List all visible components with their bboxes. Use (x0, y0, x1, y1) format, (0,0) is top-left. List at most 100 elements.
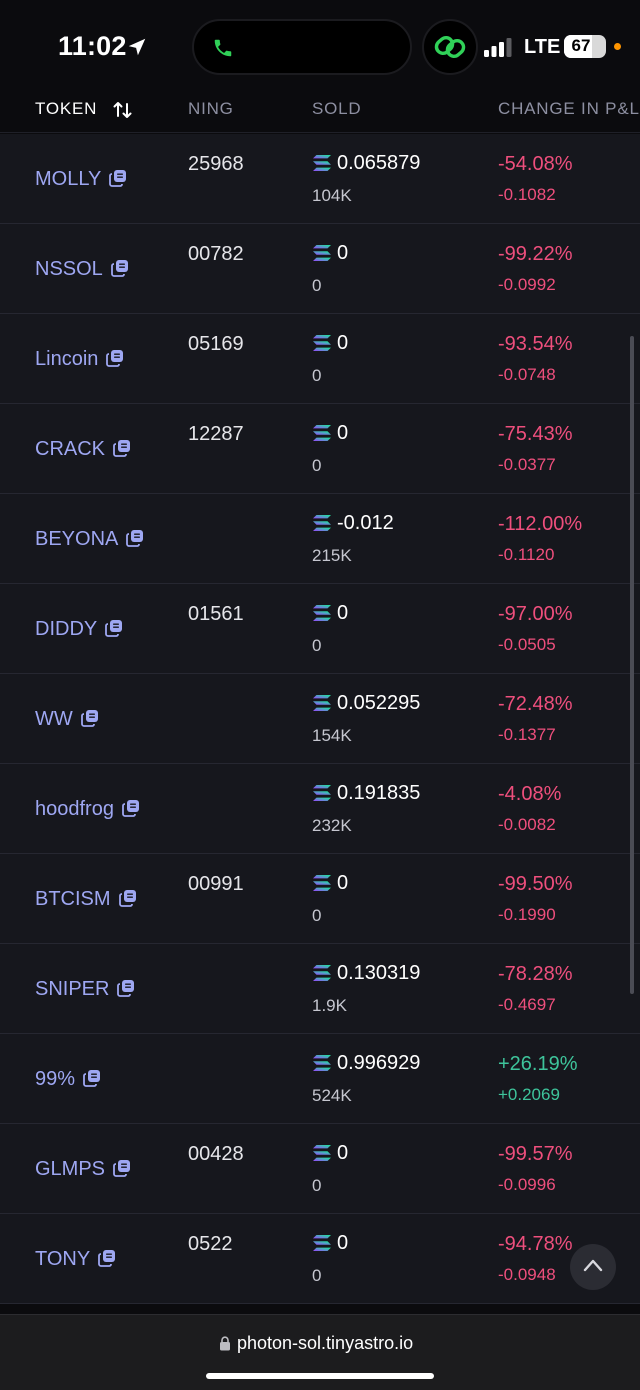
solana-icon (313, 1055, 331, 1071)
table-row[interactable]: BEYONA -0.012 215K -112.00% -0.1120 (0, 494, 640, 584)
solana-icon (313, 1145, 331, 1161)
sold-amount: 0 (337, 332, 349, 354)
token-symbol[interactable]: WW (35, 708, 73, 730)
table-row[interactable]: Lincoin 05169 0 0 -93.54% -0.0748 (0, 314, 640, 404)
pnl-value: -0.4697 (498, 995, 556, 1014)
token-symbol[interactable]: hoodfrog (35, 798, 114, 820)
pnl-value: -0.0996 (498, 1175, 556, 1194)
sold-amount: -0.012 (337, 512, 394, 534)
header-token[interactable]: TOKEN (35, 99, 98, 118)
sold-token-amount: 524K (312, 1086, 352, 1105)
table-row[interactable]: GLMPS 00428 0 0 -99.57% -0.0996 (0, 1124, 640, 1214)
table-row[interactable]: DIDDY 01561 0 0 -97.00% -0.0505 (0, 584, 640, 674)
solana-icon (313, 695, 331, 711)
sold-token-amount: 0 (312, 1176, 322, 1195)
table-row[interactable]: WW 0.052295 154K -72.48% -0.1377 (0, 674, 640, 764)
token-name-link[interactable]: Lincoin (35, 348, 124, 371)
token-symbol[interactable]: Lincoin (35, 348, 99, 370)
pnl-percent: -99.22% (498, 243, 573, 265)
pnl-value: -0.1120 (498, 545, 555, 564)
copy-icon[interactable] (106, 349, 124, 367)
remaining-amount: 12287 (188, 423, 244, 445)
sold-amount: 0.052295 (337, 692, 421, 714)
copy-icon[interactable] (126, 529, 144, 547)
token-symbol[interactable]: 99% (35, 1068, 76, 1090)
solana-icon (313, 245, 331, 261)
sold-amount: 0 (337, 1232, 349, 1254)
token-symbol[interactable]: BEYONA (35, 528, 119, 550)
sold-amount: 0 (337, 1142, 349, 1164)
copy-icon[interactable] (109, 169, 127, 187)
table-row[interactable]: BTCISM 00991 0 0 -99.50% -0.1990 (0, 854, 640, 944)
pnl-percent: -78.28% (498, 963, 573, 985)
token-symbol[interactable]: CRACK (35, 438, 106, 460)
battery-fill (564, 35, 593, 58)
table-row[interactable]: hoodfrog 0.191835 232K -4.08% -0.0082 (0, 764, 640, 854)
sold-amount: 0.130319 (337, 962, 421, 984)
copy-icon[interactable] (98, 1249, 116, 1267)
pnl-percent: -97.00% (498, 603, 573, 625)
header-sold[interactable]: SOLD (312, 99, 362, 118)
pnl-value: -0.1990 (498, 905, 556, 924)
dynamic-island[interactable] (192, 19, 412, 75)
token-name-link[interactable]: SNIPER (35, 978, 135, 1001)
copy-icon[interactable] (80, 709, 99, 727)
table-row[interactable]: 99% 0.996929 524K +26.19% +0.2069 (0, 1034, 640, 1124)
header-remaining[interactable]: NING (188, 99, 234, 118)
table-row[interactable]: MOLLY 25968 0.065879 104K -54.08% -0.1082 (0, 134, 640, 224)
token-symbol[interactable]: GLMPS (35, 1158, 106, 1180)
token-name-link[interactable]: GLMPS (35, 1158, 131, 1181)
pnl-value: -0.0505 (498, 635, 556, 654)
token-name-link[interactable]: hoodfrog (35, 798, 140, 821)
token-name-link[interactable]: MOLLY (35, 168, 127, 191)
link-activity-bubble[interactable] (422, 19, 478, 75)
token-name-link[interactable]: BEYONA (35, 528, 144, 551)
token-name-link[interactable]: 99% (35, 1068, 101, 1091)
token-symbol[interactable]: SNIPER (35, 978, 110, 1000)
table-row[interactable]: SNIPER 0.130319 1.9K -78.28% -0.4697 (0, 944, 640, 1034)
browser-address-bar[interactable]: photon-sol.tinyastro.io (0, 1314, 640, 1390)
copy-icon[interactable] (117, 979, 135, 997)
token-name-link[interactable]: WW (35, 708, 99, 731)
copy-icon[interactable] (122, 799, 140, 817)
pnl-value: -0.0082 (498, 815, 556, 834)
privacy-indicator (614, 43, 621, 50)
token-symbol[interactable]: TONY (35, 1248, 91, 1270)
copy-icon[interactable] (110, 259, 129, 277)
battery-level: 67 (571, 36, 591, 55)
token-symbol[interactable]: DIDDY (35, 618, 98, 640)
remaining-amount: 25968 (188, 153, 244, 175)
remaining-amount: 01561 (188, 603, 244, 625)
token-symbol[interactable]: NSSOL (35, 258, 103, 280)
copy-icon[interactable] (113, 439, 131, 457)
sort-icon[interactable] (112, 99, 134, 121)
table-row[interactable]: TONY 0522 0 0 -94.78% -0.0948 (0, 1214, 640, 1304)
table-row[interactable]: NSSOL 00782 0 0 -99.22% -0.0992 (0, 224, 640, 314)
table-header: TOKEN NING SOLD CHANGE IN P&L (0, 90, 640, 133)
copy-icon[interactable] (105, 619, 123, 637)
url-text[interactable]: photon-sol.tinyastro.io (237, 1333, 414, 1353)
copy-icon[interactable] (83, 1069, 101, 1087)
remaining-amount: 00991 (188, 873, 244, 895)
token-name-link[interactable]: NSSOL (35, 258, 129, 281)
token-symbol[interactable]: MOLLY (35, 168, 102, 190)
sold-token-amount: 104K (312, 186, 352, 205)
copy-icon[interactable] (118, 889, 137, 907)
sold-token-amount: 0 (312, 456, 322, 475)
token-name-link[interactable]: CRACK (35, 438, 131, 461)
home-indicator[interactable] (206, 1373, 434, 1379)
table-row[interactable]: CRACK 12287 0 0 -75.43% -0.0377 (0, 404, 640, 494)
pnl-percent: -75.43% (498, 423, 573, 445)
sold-amount: 0 (337, 602, 349, 624)
copy-icon[interactable] (113, 1159, 131, 1177)
token-name-link[interactable]: TONY (35, 1248, 116, 1271)
header-change-pnl[interactable]: CHANGE IN P&L (498, 99, 640, 118)
pnl-percent: -99.50% (498, 873, 573, 895)
solana-icon (313, 1235, 331, 1251)
scroll-to-top-button[interactable] (570, 1244, 616, 1290)
token-name-link[interactable]: DIDDY (35, 618, 123, 641)
sold-token-amount: 0 (312, 366, 322, 385)
token-name-link[interactable]: BTCISM (35, 888, 137, 911)
scrollbar[interactable] (630, 336, 634, 994)
token-symbol[interactable]: BTCISM (35, 888, 111, 910)
